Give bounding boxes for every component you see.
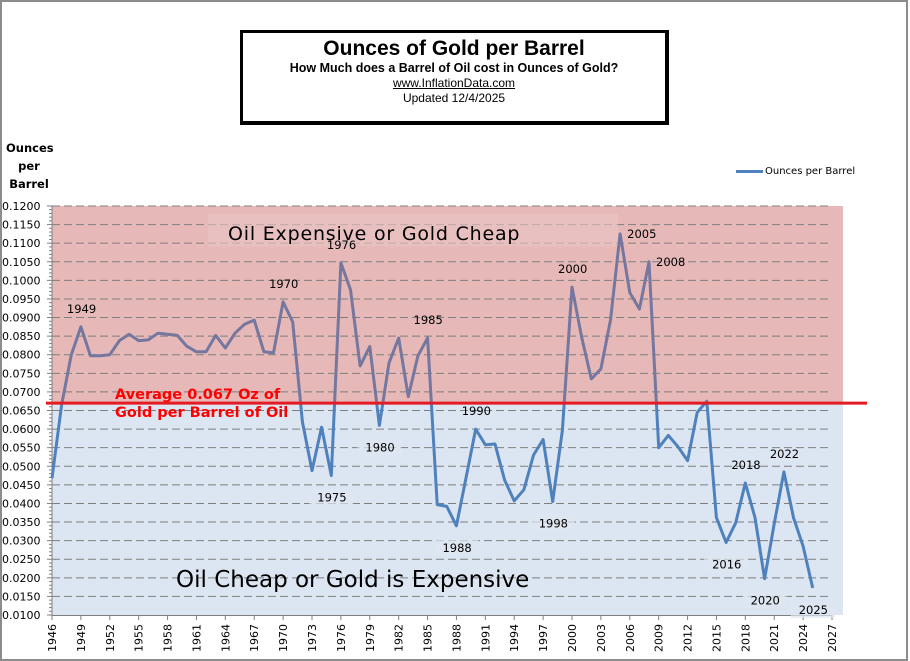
y-tick-label: 0.0500 (2, 460, 41, 473)
y-tick-label: 0.0850 (2, 330, 41, 343)
x-tick-label: 2027 (826, 624, 839, 652)
y-axis-title-line-1: Ounces (6, 141, 54, 155)
x-tick-label: 1988 (450, 624, 463, 652)
legend-line-swatch (736, 170, 763, 173)
annotation-year-label: 2005 (627, 227, 656, 241)
average-label-line-1: Average 0.067 Oz of (115, 387, 281, 403)
annotation-bg (742, 591, 787, 609)
x-tick-label: 1997 (537, 624, 550, 652)
y-tick-label: 0.0250 (2, 553, 41, 566)
x-tick-label: 1982 (393, 624, 406, 652)
x-tick-label: 1979 (364, 624, 377, 652)
x-tick-label: 1946 (46, 624, 59, 652)
annotation-year-label: 1970 (269, 277, 298, 291)
x-tick-label: 1985 (422, 624, 435, 652)
x-tick-label: 2006 (624, 624, 637, 652)
annotation-year-label: 2000 (558, 262, 587, 276)
y-tick-label: 0.0700 (2, 386, 41, 399)
annotation-year-label: 1985 (414, 313, 443, 327)
average-label-line-2: Gold per Barrel of Oil (115, 405, 288, 421)
y-tick-label: 0.0450 (2, 479, 41, 492)
annotation-bg (357, 438, 402, 456)
x-tick-label: 2015 (710, 624, 723, 652)
annotation-year-label: 1998 (539, 517, 568, 531)
annotation-year-label: 1949 (67, 302, 96, 316)
y-tick-label: 0.1100 (2, 237, 41, 250)
annotation-year-label: 2016 (712, 557, 741, 571)
y-tick-label: 0.0300 (2, 535, 41, 548)
band-label-top-bg (208, 214, 618, 246)
y-tick-label: 0.0750 (2, 367, 41, 380)
x-tick-label: 2018 (739, 624, 752, 652)
annotation-bg (790, 600, 835, 618)
x-tick-label: 2024 (797, 624, 810, 652)
y-tick-label: 0.0550 (2, 442, 41, 455)
y-tick-label: 0.0600 (2, 423, 41, 436)
x-tick-label: 1961 (190, 624, 203, 652)
x-tick-label: 1994 (508, 624, 521, 652)
annotation-year-label: 1980 (365, 440, 394, 454)
annotation-year-label: 2022 (770, 447, 799, 461)
website-link[interactable]: www.InflationData.com (392, 76, 516, 90)
y-tick-label: 0.0350 (2, 516, 41, 529)
y-tick-label: 0.0800 (2, 349, 41, 362)
x-tick-label: 1970 (277, 624, 290, 652)
y-tick-label: 0.0900 (2, 312, 41, 325)
y-axis-title: Ounces per Barrel (6, 139, 54, 193)
x-tick-label: 1964 (219, 624, 232, 652)
y-tick-label: 0.0650 (2, 405, 41, 418)
x-tick-label: 1958 (162, 624, 175, 652)
x-tick-label: 2009 (653, 624, 666, 652)
annotation-bg (434, 538, 479, 556)
annotation-year-label: 1990 (462, 404, 491, 418)
y-tick-label: 0.1200 (2, 200, 41, 213)
y-tick-label: 0.0100 (2, 609, 41, 622)
updated-date: Updated 12/4/2025 (402, 91, 506, 105)
x-tick-label: 1976 (335, 624, 348, 652)
y-tick-label: 0.0400 (2, 497, 41, 510)
x-tick-label: 1955 (133, 624, 146, 652)
y-tick-label: 0.1150 (2, 219, 41, 232)
x-tick-label: 1949 (75, 624, 88, 652)
annotation-bg (704, 555, 749, 573)
x-tick-label: 2021 (768, 624, 781, 652)
annotation-year-label: 2025 (799, 603, 828, 617)
chart-subtitle: How Much does a Barrel of Oil cost in Ou… (289, 61, 619, 75)
series-line-below-average (50, 403, 815, 589)
y-tick-label: 0.1050 (2, 256, 41, 269)
annotation-year-label: 1975 (317, 491, 346, 505)
legend-label: Ounces per Barrel (765, 166, 856, 177)
annotation-year-label: 2008 (656, 255, 685, 269)
annotation-year-label: 2020 (751, 594, 780, 608)
annotation-bg (530, 514, 575, 532)
annotation-year-label: 1976 (327, 238, 356, 252)
series-line-above-average (60, 232, 709, 404)
legend: Ounces per Barrel (736, 166, 855, 177)
annotation-year-label: 1988 (442, 541, 471, 555)
band-label-cheap: Oil Cheap or Gold is Expensive (176, 567, 529, 593)
y-tick-label: 0.0150 (2, 590, 41, 603)
annotation-bg (309, 488, 354, 506)
x-tick-label: 1967 (248, 624, 261, 652)
y-axis-title-line-3: Barrel (9, 177, 49, 191)
y-axis-title-line-2: per (18, 159, 40, 173)
y-tick-label: 0.0950 (2, 293, 41, 306)
y-tick-label: 0.1000 (2, 274, 41, 287)
annotation-year-label: 2018 (731, 458, 760, 472)
x-tick-label: 2000 (566, 624, 579, 652)
x-tick-label: 1991 (479, 624, 492, 652)
band-label-expensive: Oil Expensive or Gold Cheap (228, 223, 520, 245)
x-tick-label: 2012 (682, 624, 695, 652)
chart-title: Ounces of Gold per Barrel (323, 37, 585, 60)
title-box: Ounces of Gold per Barrel How Much does … (240, 30, 669, 125)
x-tick-label: 1973 (306, 624, 319, 652)
x-tick-label: 2003 (595, 624, 608, 652)
x-tick-label: 1952 (104, 624, 117, 652)
y-tick-label: 0.0200 (2, 572, 41, 585)
